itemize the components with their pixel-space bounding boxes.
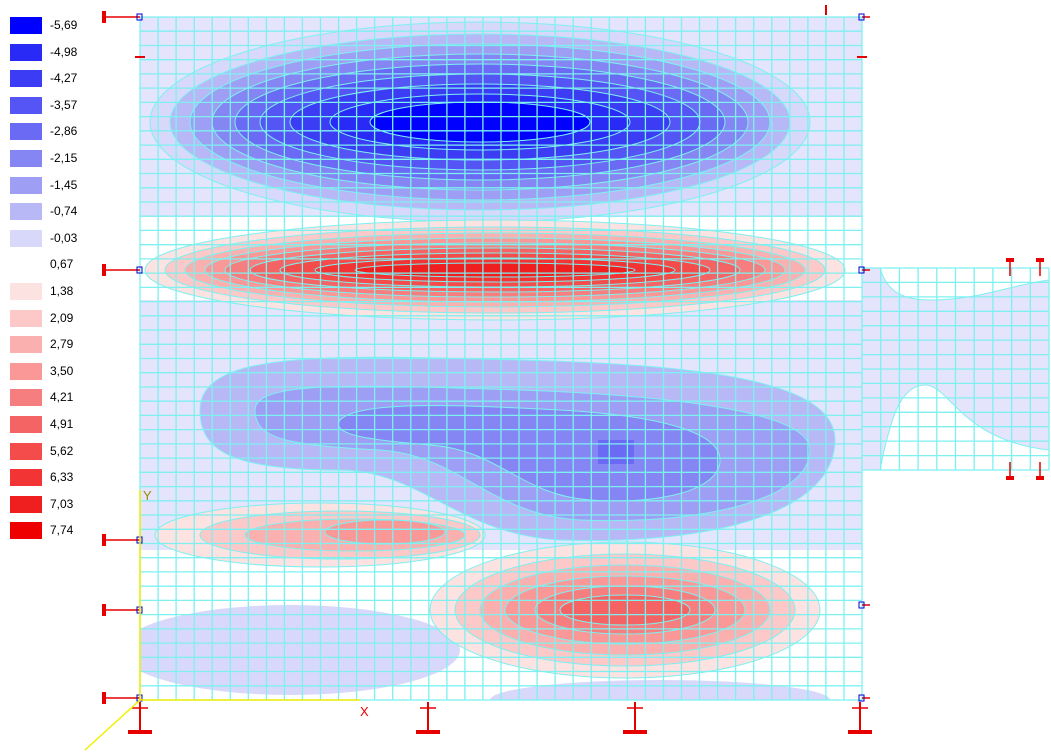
legend-value: -0,03 <box>50 230 78 245</box>
coordinate-axes: Y X <box>84 488 369 751</box>
support-left <box>102 534 143 546</box>
legend-value: 2,09 <box>50 310 74 325</box>
support-right <box>858 266 870 274</box>
legend-swatch <box>10 256 42 274</box>
legend-swatch <box>10 442 42 460</box>
legend-swatch <box>10 362 42 380</box>
legend-swatch <box>10 70 42 88</box>
support-extension <box>1006 258 1014 276</box>
legend-value: -5,69 <box>50 18 78 32</box>
legend-value: 2,79 <box>50 337 74 352</box>
legend-swatch <box>10 522 42 540</box>
legend-value: -3,57 <box>50 97 78 112</box>
legend-swatch <box>10 309 42 327</box>
legend-swatch <box>10 123 42 141</box>
support-left <box>102 604 143 616</box>
y-axis-label: Y <box>143 488 152 503</box>
finite-element-mesh <box>139 16 1050 701</box>
contour-band <box>140 605 460 695</box>
legend-value: 5,62 <box>50 443 74 458</box>
contour-band <box>324 519 446 545</box>
legend-value: -4,27 <box>50 71 78 86</box>
legend-swatch <box>10 389 42 407</box>
legend-swatch <box>10 416 42 433</box>
support-bottom <box>848 702 872 734</box>
mesh-lines <box>139 16 1050 701</box>
legend-swatch <box>10 17 42 34</box>
support-extension <box>1006 462 1014 480</box>
support-bottom <box>623 702 647 734</box>
legend-value: 7,03 <box>50 496 74 511</box>
support-right <box>858 694 870 702</box>
legend-swatch <box>10 469 42 487</box>
legend-value: 1,38 <box>50 284 74 298</box>
supports <box>102 5 1044 734</box>
support-left <box>102 11 143 23</box>
contour-band <box>879 384 1049 470</box>
support-right <box>858 13 870 21</box>
legend-swatch <box>10 96 42 114</box>
legend-swatch <box>10 43 42 61</box>
legend-swatch <box>10 283 42 300</box>
legend-value: 7,74 <box>50 523 74 538</box>
support-extension <box>1036 258 1044 276</box>
legend-swatch <box>10 336 42 354</box>
support-bottom <box>416 702 440 734</box>
contour-band <box>354 262 636 278</box>
legend-value: -0,74 <box>50 204 78 219</box>
contour-band <box>369 101 591 143</box>
support-left <box>102 692 143 704</box>
legend-value: 0,67 <box>50 257 74 272</box>
support-bottom <box>128 702 152 734</box>
legend-value: 6,33 <box>50 470 74 485</box>
contour-band <box>490 680 830 700</box>
legend-swatch <box>10 203 42 221</box>
legend-value: -2,15 <box>50 151 78 165</box>
legend-value: 4,91 <box>50 417 74 431</box>
legend-value: -2,86 <box>50 124 78 139</box>
support-extension <box>1036 462 1044 480</box>
x-axis-label: X <box>360 704 369 719</box>
legend-swatch <box>10 150 42 167</box>
support-left <box>102 264 143 276</box>
legend-swatch <box>10 176 42 194</box>
legend-value: -1,45 <box>50 177 78 192</box>
color-legend: -5,69 -4,98 -4,27 -3,57 -2,86 -2,15 -1,45 -0,74… <box>0 0 110 560</box>
legend-value: -4,98 <box>50 44 78 59</box>
legend-swatch <box>10 229 42 247</box>
legend-value: 4,21 <box>50 390 74 405</box>
legend-swatch <box>10 495 42 513</box>
legend-value: 3,50 <box>50 363 74 378</box>
support-right <box>858 601 870 609</box>
contour-band <box>559 594 691 626</box>
